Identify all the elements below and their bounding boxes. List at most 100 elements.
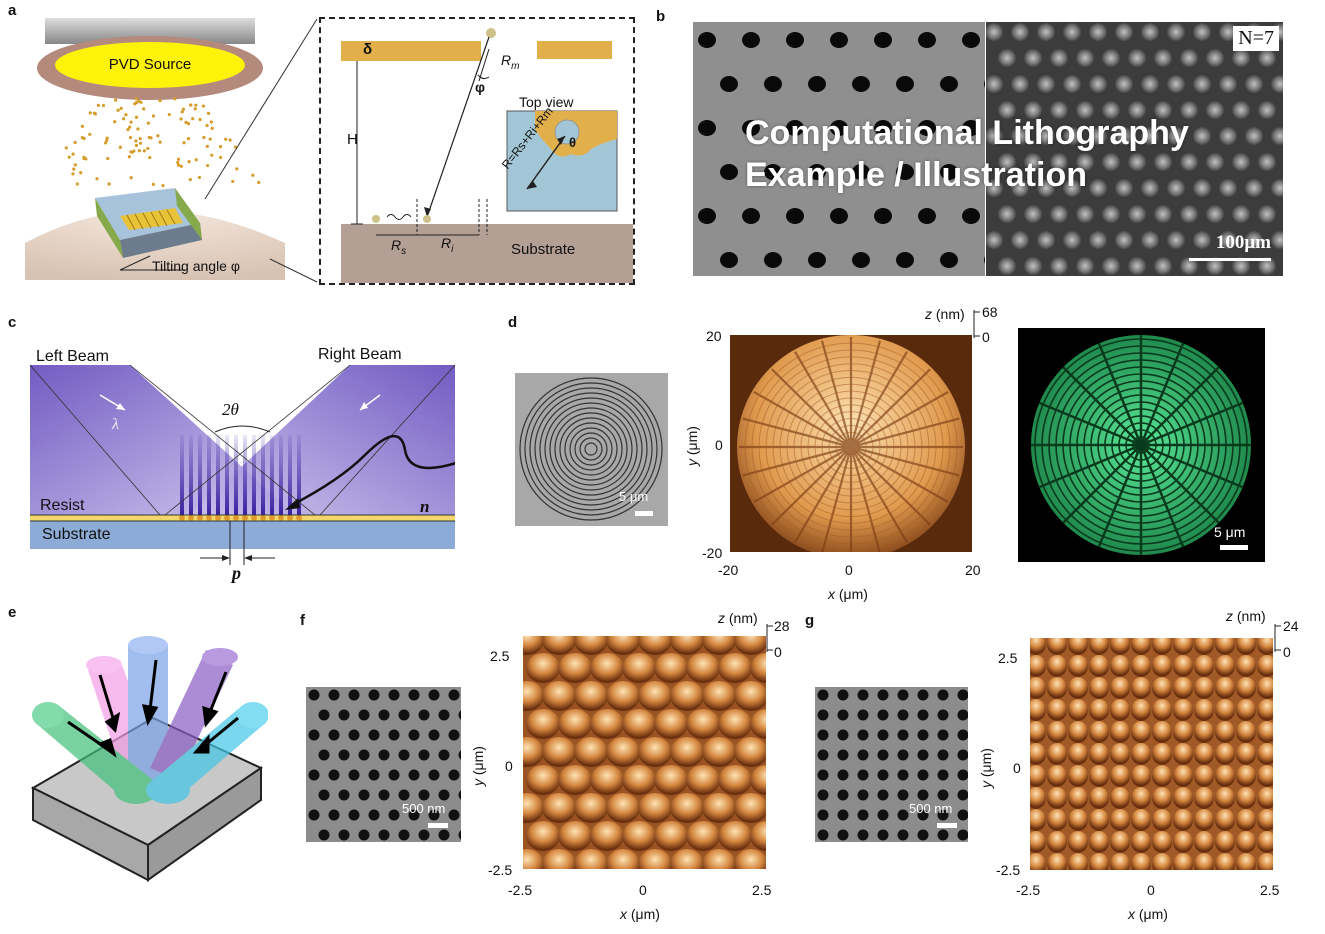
- scale-bar-fluor: [1220, 545, 1248, 550]
- sem-square-holes: 500 nm: [815, 687, 969, 842]
- x-axis-label-g: x (μm): [1128, 906, 1168, 922]
- watermark-line-2: Example / Illustration: [745, 156, 1087, 194]
- left-beam-label: Left Beam: [36, 348, 109, 365]
- x-tick-f-right: 2.5: [752, 882, 772, 898]
- z-scale-d: [973, 310, 980, 338]
- substrate-label: Substrate: [511, 241, 576, 258]
- x-tick-d-mid: 0: [845, 562, 853, 578]
- panel-a-letter: a: [8, 2, 17, 19]
- n-value-label: N=7: [1233, 26, 1279, 51]
- z-max-d: 68: [982, 304, 998, 320]
- height-label: H: [347, 131, 358, 148]
- scale-bar-f: [428, 823, 448, 828]
- delta-label: δ: [363, 41, 373, 58]
- z-min-g: 0: [1283, 644, 1291, 660]
- fluorescence-image: 5 μm: [1018, 328, 1265, 562]
- pvd-chamber-illustration: [25, 18, 285, 280]
- x-axis-label-f: x (μm): [620, 906, 660, 922]
- deposition-geometry-diagram: [341, 28, 633, 283]
- afm-hexagonal-map: [523, 636, 766, 869]
- normal-vector-label: n: [420, 497, 430, 516]
- moire-microscopy-image: N=7 100μm: [986, 22, 1283, 276]
- sem-hexagonal-holes: 500 nm: [306, 687, 470, 842]
- y-tick-d-mid: 0: [715, 437, 723, 453]
- scale-bar-line: [1189, 258, 1271, 261]
- watermark-text: Computational Lithography Example / Illu…: [745, 112, 1189, 196]
- panel-f-letter: f: [300, 612, 305, 629]
- scale-5um-sem: 5 μm: [619, 489, 649, 504]
- two-theta-label: 2θ: [222, 400, 239, 419]
- y-axis-label-f: y (μm): [470, 746, 486, 786]
- geometry-inset: δ H Rm φ Top view θ R=Rs+Ri+Rm Rs Ri Sub…: [319, 17, 635, 285]
- ri-label: Ri: [441, 235, 454, 255]
- z-scale-g: [1274, 624, 1281, 652]
- y-axis-label-g: y (μm): [978, 748, 994, 788]
- panel-b-letter: b: [656, 8, 666, 25]
- scale-bar-sem: [635, 511, 653, 516]
- panel-e-letter: e: [8, 604, 17, 621]
- y-tick-g-mid: 0: [1013, 760, 1021, 776]
- fluorescence-svg: [1031, 335, 1251, 555]
- scale-bar-100um: 100μm: [1215, 232, 1271, 253]
- theta-label: θ: [569, 135, 577, 150]
- z-axis-label-g: z (nm): [1226, 608, 1266, 624]
- panel-g-letter: g: [805, 612, 815, 629]
- afm-rings-map: [730, 335, 972, 559]
- y-tick-f-bot: -2.5: [488, 862, 513, 878]
- phi-label: φ: [475, 79, 486, 95]
- panel-c-letter: c: [8, 314, 17, 331]
- vapor-particles: [64, 97, 261, 188]
- y-tick-d-top: 20: [706, 328, 722, 344]
- x-tick-d-right: 20: [965, 562, 981, 578]
- x-axis-label-d: x (μm): [828, 586, 868, 602]
- afm-square-map: [1030, 638, 1273, 870]
- right-beam-label: Right Beam: [318, 346, 402, 363]
- z-axis-label-d: z (nm): [925, 306, 965, 322]
- scale-5um-fluor: 5 μm: [1214, 524, 1246, 540]
- x-tick-g-mid: 0: [1147, 882, 1155, 898]
- afm-rings-svg: [737, 335, 965, 559]
- y-tick-f-top: 2.5: [490, 648, 510, 664]
- afm-hex-svg: [523, 636, 766, 869]
- z-axis-label-f: z (nm): [718, 610, 758, 626]
- z-max-f: 28: [774, 618, 790, 634]
- concentric-rings-svg: [519, 377, 663, 521]
- tilted-stage: [95, 188, 202, 258]
- zoom-lines: [204, 18, 318, 283]
- x-tick-g-right: 2.5: [1260, 882, 1280, 898]
- sem-concentric-rings: 5 μm: [515, 373, 668, 526]
- hole-array-svg: [693, 22, 985, 276]
- x-tick-d-left: -20: [718, 562, 739, 578]
- rs-label: Rs: [391, 237, 407, 257]
- scale-500nm-g: 500 nm: [909, 801, 953, 816]
- panel-d-letter: d: [508, 314, 518, 331]
- multibeam-illustration: [30, 636, 268, 882]
- pvd-source-label: PVD Source: [108, 56, 192, 73]
- resist-label: Resist: [40, 497, 85, 514]
- top-view-label: Top view: [519, 94, 574, 110]
- y-tick-d-bot: -20: [702, 545, 723, 561]
- interference-diagram: [30, 364, 455, 565]
- watermark-line-1: Computational Lithography: [745, 114, 1189, 152]
- moire-pattern-svg: [986, 22, 1283, 276]
- x-tick-f-left: -2.5: [508, 882, 533, 898]
- tilting-angle-label: Tilting angle φ: [152, 258, 240, 274]
- rm-label: Rm: [501, 52, 520, 72]
- x-tick-f-mid: 0: [639, 882, 647, 898]
- wavelength-label: λ: [112, 416, 119, 433]
- z-scale-f: [766, 624, 773, 652]
- z-min-d: 0: [982, 329, 990, 345]
- z-min-f: 0: [774, 644, 782, 660]
- scale-bar-g: [937, 823, 957, 828]
- afm-square-svg: [1030, 638, 1273, 870]
- y-tick-g-top: 2.5: [998, 650, 1018, 666]
- z-max-g: 24: [1283, 618, 1299, 634]
- substrate-c-label: Substrate: [42, 526, 111, 543]
- period-label: p: [232, 563, 241, 583]
- square-holes-svg: [817, 689, 969, 841]
- sem-hole-array: [693, 22, 985, 276]
- x-tick-g-left: -2.5: [1016, 882, 1041, 898]
- source-target: [55, 42, 245, 88]
- y-tick-g-bot: -2.5: [996, 862, 1021, 878]
- y-tick-f-mid: 0: [505, 758, 513, 774]
